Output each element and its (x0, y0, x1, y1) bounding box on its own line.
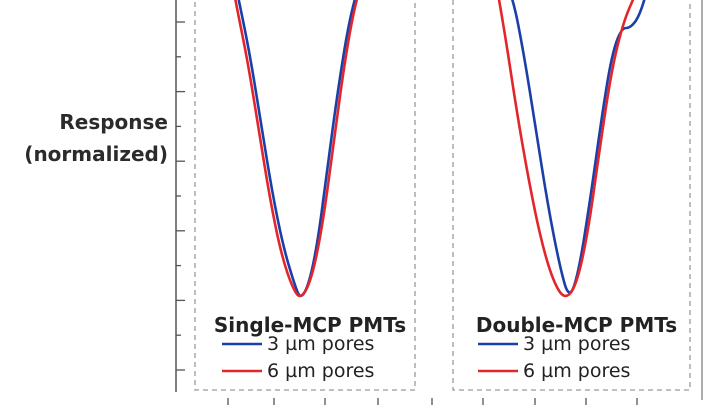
legend-background (455, 306, 688, 388)
panel-frame (452, 0, 691, 391)
legend-label: 3 µm pores (267, 333, 374, 355)
legend-label: 6 µm pores (267, 360, 374, 382)
legend-label: 3 µm pores (523, 333, 630, 355)
panel-frame (194, 0, 416, 391)
legend-background (197, 306, 413, 388)
y-axis-label-line1: Response (59, 110, 168, 134)
y-axis-label-line2: (normalized) (24, 142, 168, 166)
panel-title: Double-MCP PMTs (476, 313, 677, 337)
panel-title: Single-MCP PMTs (214, 313, 406, 337)
series-line (497, 0, 635, 298)
legend-label: 6 µm pores (523, 360, 630, 382)
series-line (237, 0, 357, 298)
series-line (234, 0, 359, 298)
series-line (511, 0, 646, 294)
y-axis (175, 0, 703, 405)
